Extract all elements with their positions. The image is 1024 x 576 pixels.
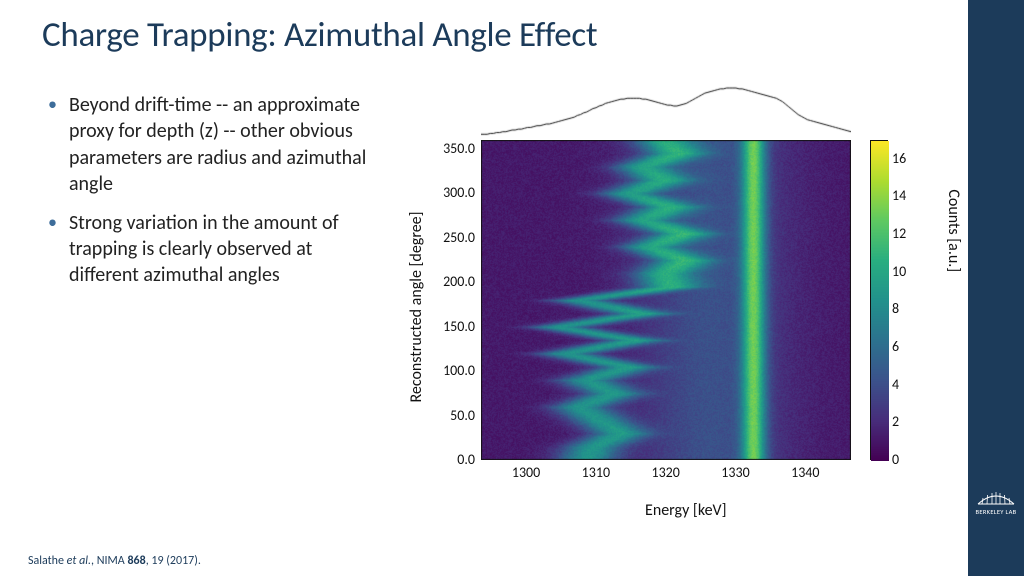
heatmap-figure: Reconstructed angle [degree] Energy [keV… — [395, 82, 955, 522]
x-tick: 1330 — [721, 464, 749, 481]
x-tick: 1320 — [651, 464, 679, 481]
bullet-dot: • — [48, 92, 57, 198]
y-tick: 150.0 — [425, 318, 475, 335]
marginal-histogram — [481, 86, 851, 138]
colorbar-tick: 6 — [892, 338, 899, 355]
list-item: • Beyond drift-time -- an approximate pr… — [48, 92, 368, 198]
colorbar-tick: 2 — [892, 413, 899, 430]
y-axis-label: Reconstructed angle [degree] — [407, 211, 426, 402]
colorbar-tick: 0 — [892, 451, 899, 468]
lab-logo: BERKELEY LAB — [974, 486, 1018, 516]
sidebar: BERKELEY LAB — [968, 0, 1024, 576]
x-tick: 1340 — [791, 464, 819, 481]
colorbar-tick: 10 — [892, 263, 906, 280]
colorbar-tick: 14 — [892, 187, 906, 204]
colorbar — [870, 140, 888, 460]
bullet-dot: • — [48, 210, 57, 289]
y-tick: 100.0 — [425, 362, 475, 379]
colorbar-tick: 16 — [892, 150, 906, 167]
x-tick: 1310 — [582, 464, 610, 481]
colorbar-tick: 4 — [892, 376, 899, 393]
heatmap — [481, 140, 851, 460]
bullet-text: Strong variation in the amount of trappi… — [69, 210, 368, 289]
slide-title: Charge Trapping: Azimuthal Angle Effect — [42, 14, 597, 56]
x-tick: 1300 — [512, 464, 540, 481]
x-axis-label: Energy [keV] — [645, 501, 727, 520]
bullet-list: • Beyond drift-time -- an approximate pr… — [48, 92, 368, 301]
bullet-text: Beyond drift-time -- an approximate prox… — [69, 92, 368, 198]
lab-logo-text: BERKELEY LAB — [974, 508, 1018, 516]
y-tick: 200.0 — [425, 273, 475, 290]
y-tick: 300.0 — [425, 184, 475, 201]
y-tick: 250.0 — [425, 229, 475, 246]
colorbar-label: Counts [a.u.] — [944, 189, 963, 272]
list-item: • Strong variation in the amount of trap… — [48, 210, 368, 289]
y-tick: 350.0 — [425, 140, 475, 157]
citation: Salathe et al., NIMA 868, 19 (2017). — [28, 554, 201, 568]
y-tick: 50.0 — [425, 407, 475, 424]
colorbar-tick: 8 — [892, 300, 899, 317]
building-icon — [976, 486, 1016, 506]
y-tick: 0.0 — [425, 451, 475, 468]
colorbar-tick: 12 — [892, 225, 906, 242]
